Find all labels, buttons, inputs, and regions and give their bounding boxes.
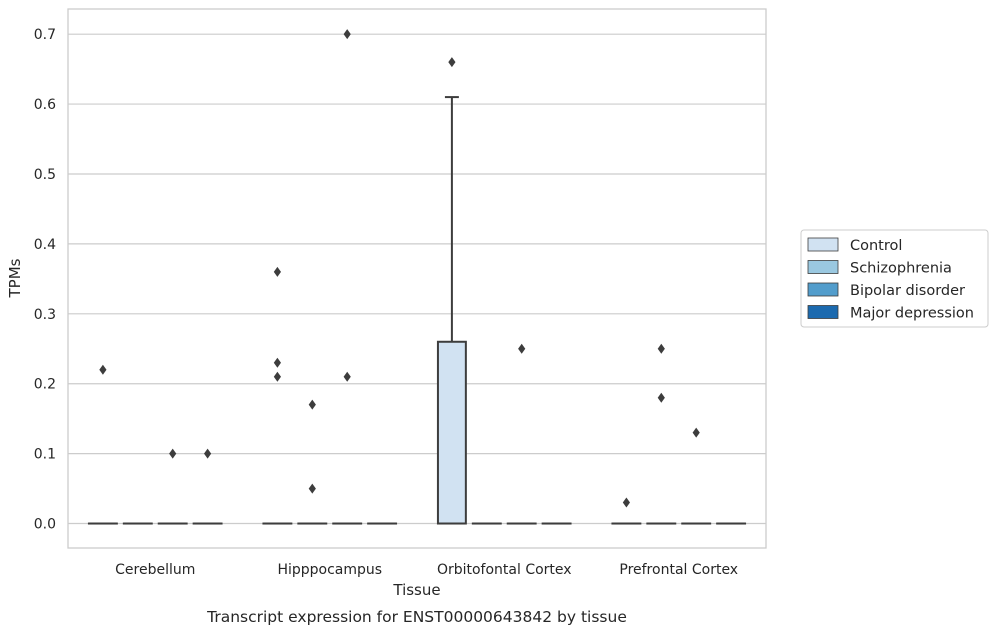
outlier-point [622,497,630,508]
box-body [436,340,467,525]
outlier-point [343,29,351,40]
x-tick-labels: Cerebellum Hipppocampus Orbitofontal Corte… [115,562,738,578]
legend-swatch [807,260,839,274]
chart-caption: Transcript expression for ENST0000064384… [206,608,627,626]
outlier-point [273,266,281,277]
y-tick-label: 0.7 [34,27,56,43]
outlier-point [518,343,526,354]
legend-label: Bipolar disorder [850,283,965,299]
y-tick-label: 0.6 [34,97,56,113]
y-tick-label: 0.0 [34,517,56,533]
x-tick-label: Orbitofontal Cortex [437,562,572,578]
outlier-point [657,343,665,354]
plot-frame [67,8,767,549]
outlier-point [204,448,212,459]
x-tick-label: Prefrontal Cortex [619,562,738,578]
outlier-point [343,371,351,382]
legend-label: Schizophrenia [850,261,952,277]
x-tick-label: Hipppocampus [277,562,382,578]
x-axis-title: Tissue [392,581,440,599]
legend-swatch [807,305,839,319]
y-tick-label: 0.4 [34,237,56,253]
y-tick-label: 0.1 [34,447,56,463]
outlier-point [273,371,281,382]
box-control [436,96,467,525]
y-tick-labels: 0.0 0.1 0.2 0.3 0.4 0.5 0.6 0.7 [34,27,56,532]
grid-lines [68,33,766,525]
y-tick-label: 0.3 [34,307,56,323]
y-tick-label: 0.5 [34,167,56,183]
legend-label: Major depression [850,306,974,322]
outlier-point [657,392,665,403]
legend-swatch [807,282,839,297]
outlier-point [308,399,316,410]
legend-label: Control [850,238,902,254]
outlier-points [99,29,700,508]
y-tick-label: 0.2 [34,377,56,393]
outlier-point [99,364,107,375]
outlier-point [448,57,456,68]
legend-swatch [807,237,839,252]
outlier-point [308,483,316,494]
y-axis-title: TPMs [6,258,24,298]
legend-frame [800,229,989,328]
outlier-point [273,357,281,368]
outlier-point [169,448,177,459]
boxes [87,96,747,525]
outlier-point [692,427,700,438]
legend: Control Schizophrenia Bipolar disorder Majo… [800,229,989,328]
x-tick-label: Cerebellum [115,562,195,578]
